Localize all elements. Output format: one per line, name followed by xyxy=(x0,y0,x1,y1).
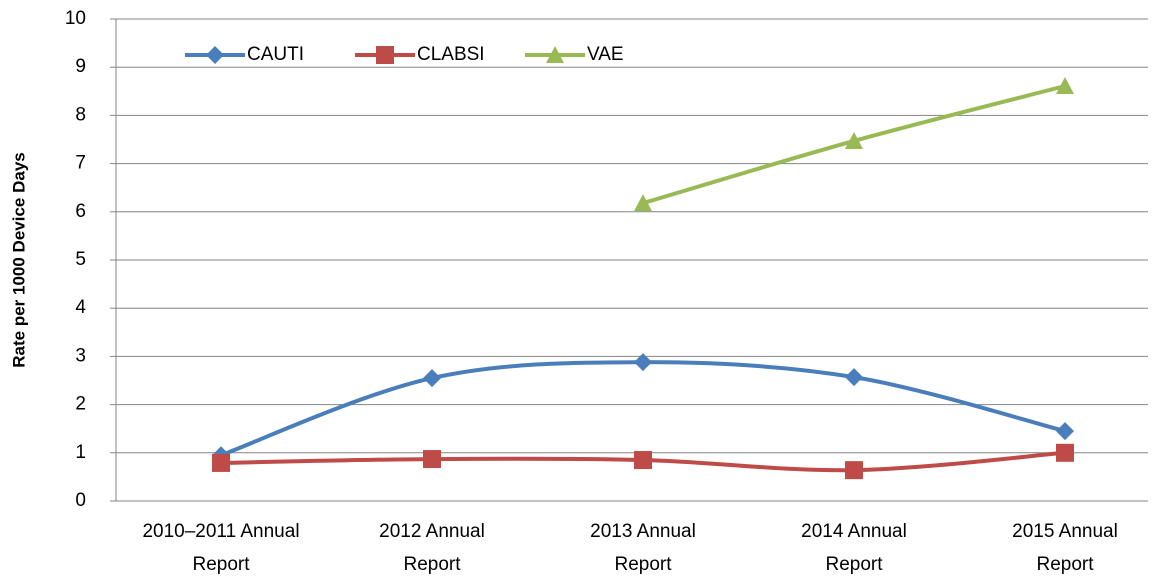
legend-label: VAE xyxy=(587,44,624,65)
marker xyxy=(212,453,230,472)
y-tick-label: 9 xyxy=(75,56,86,77)
y-tick-label: 7 xyxy=(75,153,86,174)
x-tick-label: 2015 Annual Report xyxy=(1012,521,1118,575)
x-tick-label: 2014 Annual Report xyxy=(801,521,907,575)
marker xyxy=(845,368,863,387)
marker xyxy=(634,353,652,372)
y-tick-label: 8 xyxy=(75,104,86,125)
marker xyxy=(206,46,224,64)
marker xyxy=(634,451,652,470)
y-tick-label: 0 xyxy=(75,490,86,511)
marker xyxy=(1056,443,1074,462)
marker xyxy=(634,194,652,212)
legend-label: CAUTI xyxy=(247,44,304,65)
marker xyxy=(546,46,564,63)
marker xyxy=(376,46,394,64)
y-tick-label: 6 xyxy=(75,201,86,222)
x-tick-label: 2012 Annual Report xyxy=(379,521,485,575)
y-axis-label: Rate per 1000 Device Days xyxy=(9,152,28,367)
marker xyxy=(845,131,863,149)
y-tick-label: 2 xyxy=(75,394,86,415)
marker xyxy=(1056,422,1074,441)
x-tick-label: 2013 Annual Report xyxy=(590,521,696,575)
marker xyxy=(1056,76,1074,94)
marker xyxy=(845,461,863,480)
y-tick-label: 3 xyxy=(75,345,86,366)
x-tick-label: 2010–2011 Annual Report xyxy=(142,521,299,575)
y-tick-label: 1 xyxy=(75,442,86,463)
marker xyxy=(423,369,441,388)
marker xyxy=(423,450,441,469)
y-tick-label: 4 xyxy=(75,297,86,318)
y-tick-label: 10 xyxy=(65,8,86,29)
series-line xyxy=(220,360,1066,458)
legend-label: CLABSI xyxy=(417,44,485,65)
y-tick-label: 5 xyxy=(75,249,86,270)
